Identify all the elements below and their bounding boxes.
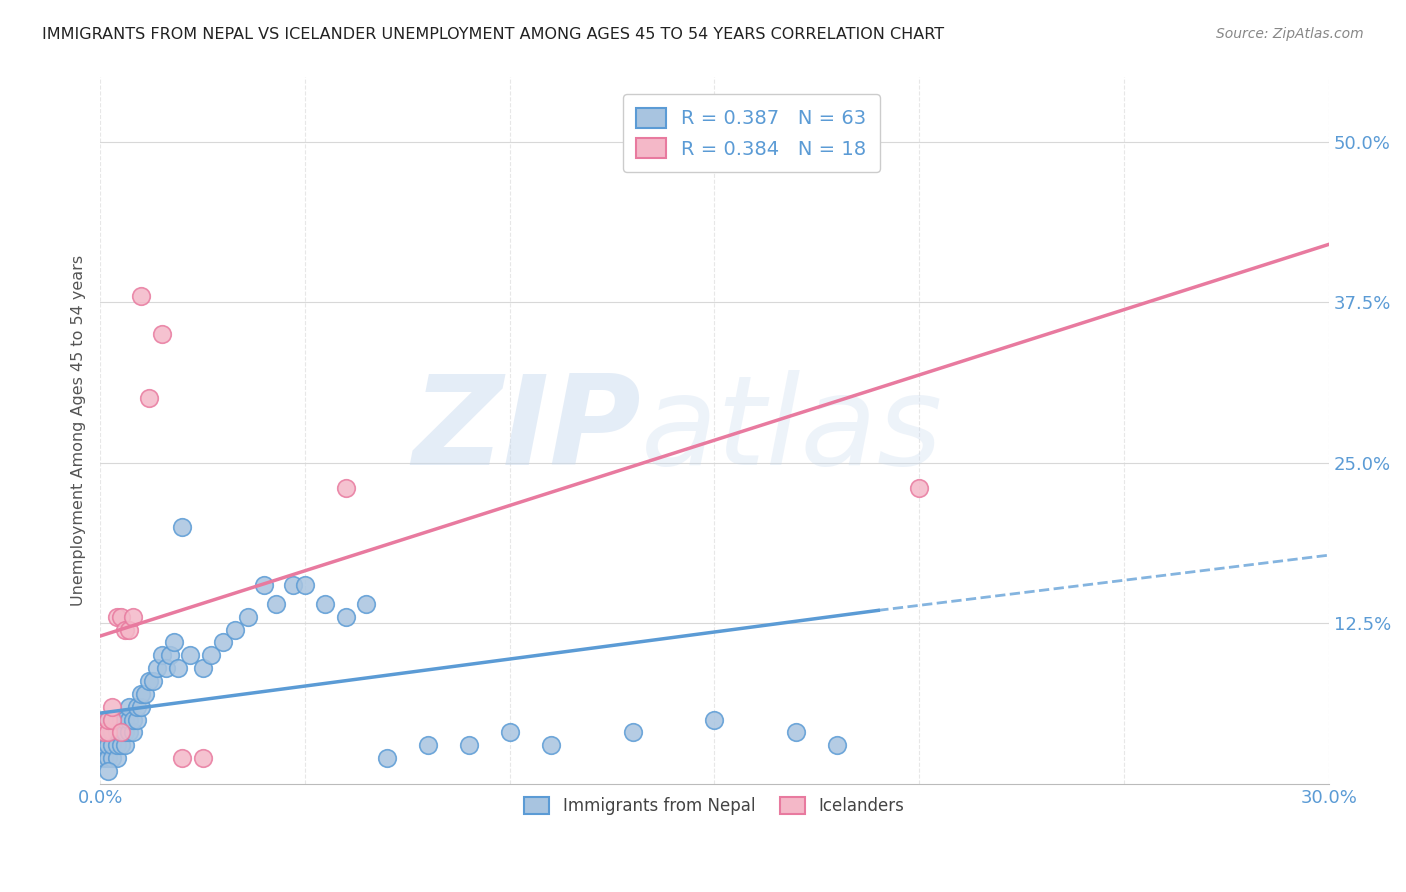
- Point: [101, 713, 124, 727]
- Point: [416, 738, 439, 752]
- Point: [110, 713, 132, 727]
- Point: [105, 609, 128, 624]
- Point: [785, 725, 807, 739]
- Point: [827, 738, 849, 752]
- Point: [142, 673, 165, 688]
- Point: [97, 764, 120, 778]
- Point: [101, 713, 124, 727]
- Point: [179, 648, 201, 663]
- Point: [97, 713, 120, 727]
- Point: [97, 725, 120, 739]
- Point: [138, 392, 160, 406]
- Point: [294, 577, 316, 591]
- Point: [138, 673, 160, 688]
- Point: [129, 289, 152, 303]
- Point: [122, 725, 145, 739]
- Point: [170, 520, 193, 534]
- Point: [163, 635, 186, 649]
- Point: [253, 577, 276, 591]
- Text: ZIP: ZIP: [412, 370, 641, 491]
- Point: [114, 738, 136, 752]
- Point: [93, 725, 115, 739]
- Y-axis label: Unemployment Among Ages 45 to 54 years: Unemployment Among Ages 45 to 54 years: [72, 255, 86, 607]
- Point: [134, 687, 156, 701]
- Point: [101, 751, 124, 765]
- Point: [93, 751, 115, 765]
- Point: [335, 609, 357, 624]
- Point: [114, 623, 136, 637]
- Point: [129, 687, 152, 701]
- Point: [146, 661, 169, 675]
- Point: [457, 738, 479, 752]
- Point: [908, 482, 931, 496]
- Point: [105, 725, 128, 739]
- Point: [150, 648, 173, 663]
- Point: [191, 661, 214, 675]
- Point: [159, 648, 181, 663]
- Point: [498, 725, 520, 739]
- Point: [314, 597, 336, 611]
- Point: [101, 738, 124, 752]
- Point: [118, 713, 141, 727]
- Point: [97, 751, 120, 765]
- Point: [110, 725, 132, 739]
- Point: [264, 597, 287, 611]
- Point: [97, 738, 120, 752]
- Point: [540, 738, 562, 752]
- Point: [150, 327, 173, 342]
- Point: [118, 699, 141, 714]
- Point: [114, 713, 136, 727]
- Point: [101, 725, 124, 739]
- Point: [105, 713, 128, 727]
- Point: [621, 725, 644, 739]
- Point: [335, 482, 357, 496]
- Point: [167, 661, 190, 675]
- Legend: Immigrants from Nepal, Icelanders: Immigrants from Nepal, Icelanders: [515, 787, 914, 825]
- Point: [118, 725, 141, 739]
- Point: [110, 738, 132, 752]
- Point: [97, 725, 120, 739]
- Point: [93, 738, 115, 752]
- Point: [155, 661, 177, 675]
- Point: [118, 623, 141, 637]
- Point: [110, 609, 132, 624]
- Point: [122, 713, 145, 727]
- Point: [114, 725, 136, 739]
- Point: [212, 635, 235, 649]
- Point: [101, 699, 124, 714]
- Point: [170, 751, 193, 765]
- Text: Source: ZipAtlas.com: Source: ZipAtlas.com: [1216, 27, 1364, 41]
- Point: [375, 751, 398, 765]
- Point: [191, 751, 214, 765]
- Point: [122, 609, 145, 624]
- Text: IMMIGRANTS FROM NEPAL VS ICELANDER UNEMPLOYMENT AMONG AGES 45 TO 54 YEARS CORREL: IMMIGRANTS FROM NEPAL VS ICELANDER UNEMP…: [42, 27, 945, 42]
- Point: [93, 725, 115, 739]
- Point: [125, 699, 148, 714]
- Text: atlas: atlas: [641, 370, 943, 491]
- Point: [200, 648, 222, 663]
- Point: [224, 623, 246, 637]
- Point: [110, 725, 132, 739]
- Point: [356, 597, 378, 611]
- Point: [105, 751, 128, 765]
- Point: [105, 738, 128, 752]
- Point: [129, 699, 152, 714]
- Point: [703, 713, 725, 727]
- Point: [97, 713, 120, 727]
- Point: [236, 609, 259, 624]
- Point: [281, 577, 304, 591]
- Point: [125, 713, 148, 727]
